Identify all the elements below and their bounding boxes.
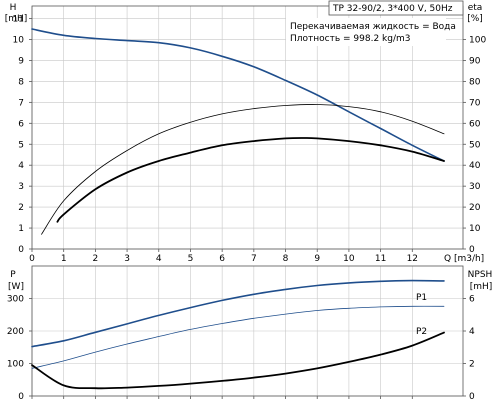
- x-tick-label-4: 4: [156, 254, 162, 264]
- top-y-left-tick-label-3: 3: [18, 182, 24, 192]
- top-y-right-tick-label-70: 70: [469, 98, 481, 108]
- top-series: [31, 28, 445, 235]
- y-label-eta: eta: [468, 3, 483, 13]
- top-y-right-tick-label-30: 30: [469, 182, 481, 192]
- top-y-left-tick-label-4: 4: [18, 161, 24, 171]
- x-label-flow: Q [m3/h]: [444, 254, 484, 264]
- title-box: [328, 0, 464, 16]
- bottom-series: [31, 279, 445, 390]
- annotation-density: Плотность = 998.2 kg/m3: [290, 34, 411, 44]
- top-y-left-tick-label-11: 11: [13, 15, 24, 25]
- bottom-y-left-tick-label-300: 300: [7, 295, 24, 305]
- x-tick-label-11: 11: [375, 254, 386, 264]
- head-efficiency-chart: 0 1 2 3 4 5 6 7 8 9 10 11 12012345678910110102030405…: [5, 0, 487, 264]
- chart-title: TP 32-90/2, 3*400 V, 50Hz: [332, 4, 453, 14]
- y-label-power: P: [10, 270, 16, 280]
- annotation-backdrop: [286, 18, 446, 46]
- top-y-right-tick-label-20: 20: [469, 203, 481, 213]
- x-tick-label-10: 10: [343, 254, 355, 264]
- bottom-y-right-tick-label-0: 0: [469, 392, 475, 400]
- x-tick-label-0: 0: [29, 254, 35, 264]
- annotation-liquid: Перекачиваемая жидкость = Вода: [290, 22, 456, 32]
- bottom-series-line-1: [31, 305, 445, 369]
- y-label-eta-unit: [%]: [467, 14, 483, 24]
- series-label-p1: P1: [416, 293, 427, 303]
- y-label-npsh: NPSH: [468, 270, 493, 280]
- bottom-y-left-tick-label-200: 200: [7, 327, 24, 337]
- x-tick-label-6: 6: [219, 254, 225, 264]
- bottom-series-line-2: [31, 331, 445, 390]
- bottom-y-left-tick-label-100: 100: [7, 360, 24, 370]
- x-tick-label-12: 12: [407, 254, 418, 264]
- bottom-y-right-tick-label-4: 4: [469, 327, 475, 337]
- top-y-right-tick-label-90: 90: [469, 56, 481, 66]
- x-tick-label-5: 5: [188, 254, 194, 264]
- top-tick-labels: 0 1 2 3 4 5 6 7 8 9 10 11 12012345678910110102030405…: [13, 15, 487, 264]
- y-label-head: H: [10, 3, 17, 13]
- top-y-left-tick-label-7: 7: [18, 98, 24, 108]
- x-tick-label-8: 8: [283, 254, 289, 264]
- bottom-y-right-tick-label-2: 2: [469, 360, 475, 370]
- x-tick-label-3: 3: [124, 254, 130, 264]
- top-y-left-tick-label-8: 8: [18, 77, 24, 87]
- top-y-right-tick-label-10: 10: [469, 224, 481, 234]
- y-label-head-unit: [mН]: [5, 14, 28, 24]
- top-y-right-tick-label-60: 60: [469, 119, 481, 129]
- bottom-plot-frame: [31, 265, 464, 397]
- top-y-right-tick-label-0: 0: [469, 245, 475, 255]
- top-series-line-2: [56, 137, 445, 223]
- top-y-left-tick-label-5: 5: [18, 140, 24, 150]
- series-label-p2: P2: [416, 327, 427, 337]
- y-label-power-unit: [W]: [8, 282, 24, 292]
- top-y-left-tick-label-10: 10: [13, 36, 25, 46]
- x-tick-label-2: 2: [93, 254, 99, 264]
- top-y-left-tick-label-0: 0: [18, 245, 24, 255]
- top-plot-frame: [31, 5, 464, 250]
- y-label-npsh-unit: [mН]: [470, 282, 493, 292]
- top-y-left-tick-label-1: 1: [18, 224, 24, 234]
- top-y-right-tick-label-100: 100: [469, 36, 486, 46]
- top-series-line-1: [41, 104, 445, 235]
- top-y-right-tick-label-40: 40: [469, 161, 481, 171]
- bottom-y-right-tick-label-6: 6: [469, 295, 475, 305]
- top-series-line-0: [31, 28, 445, 162]
- x-tick-label-9: 9: [314, 254, 320, 264]
- bottom-tick-labels: 0 100 200 300 0 2 4 6: [7, 295, 475, 400]
- bottom-y-left-tick-label-0: 0: [18, 392, 24, 400]
- top-y-left-tick-label-2: 2: [18, 203, 24, 213]
- power-npsh-chart: 0 100 200 300 0 2 4 6 P [W] NPSH [mН] P1 P2: [7, 265, 493, 400]
- top-y-left-tick-label-9: 9: [18, 56, 24, 66]
- top-y-right-tick-label-80: 80: [469, 77, 481, 87]
- top-y-right-tick-label-50: 50: [469, 140, 481, 150]
- x-tick-label-7: 7: [251, 254, 257, 264]
- bottom-series-line-0: [31, 279, 445, 348]
- top-y-left-tick-label-6: 6: [18, 119, 24, 129]
- x-tick-label-1: 1: [61, 254, 67, 264]
